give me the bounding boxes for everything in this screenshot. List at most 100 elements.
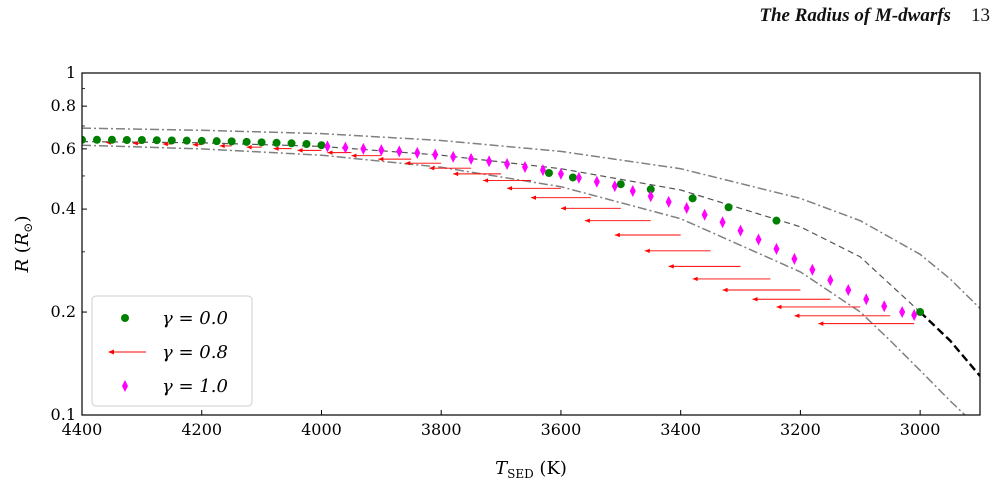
gamma08-arrow-head [794, 313, 800, 319]
gamma0-point [287, 139, 296, 148]
gamma08-arrow-head [818, 321, 824, 326]
gamma0-point [82, 135, 86, 144]
x-tick-label: 3800 [421, 420, 462, 439]
gamma1-point [539, 164, 546, 177]
y-tick-label: 0.2 [51, 302, 76, 321]
gamma0-points [82, 135, 925, 317]
gamma08-arrow-head [453, 171, 459, 177]
gamma08-arrow-head [722, 287, 728, 293]
legend-marker-arrow-head [108, 349, 114, 355]
gamma0-point [646, 185, 655, 194]
model-curve-faint [82, 141, 921, 313]
gamma0-point [197, 136, 206, 145]
gamma1-point [324, 140, 331, 153]
legend-label: γ = 0.8 [162, 342, 228, 363]
gamma1-point [683, 201, 690, 214]
plot-frame [81, 72, 981, 416]
upper-dashdot-curve [82, 127, 980, 309]
gamma08-arrows [105, 140, 915, 326]
x-axis-ticks: 4400 4200 4000 3800 3600 3400 3200 3000 [62, 410, 941, 439]
gamma0-point [688, 194, 697, 203]
gamma08-arrow-head [297, 148, 303, 153]
gamma1-point [863, 293, 870, 306]
legend-marker-circle [121, 314, 129, 322]
gamma0-point [724, 203, 733, 212]
gamma1-point [737, 224, 744, 237]
gamma1-point [611, 180, 618, 193]
x-label-symbol: T [495, 458, 509, 479]
gamma1-point [378, 144, 385, 157]
running-title: The Radius of M-dwarfs [759, 5, 951, 26]
gamma0-point [317, 141, 326, 150]
gamma1-point [450, 150, 457, 163]
gamma1-point [701, 208, 708, 221]
gamma1-point [557, 167, 564, 180]
x-tick-label: 3400 [660, 420, 701, 439]
gamma1-point [911, 309, 918, 322]
y-label-sun: ⊙ [21, 223, 35, 233]
y-label-close: ) [12, 216, 33, 223]
gamma0-point [137, 135, 146, 144]
gamma08-arrow-head [351, 153, 357, 158]
y-tick-label: 1 [66, 63, 76, 82]
gamma0-point [167, 136, 176, 145]
x-label-subscript: SED [507, 467, 534, 481]
gamma1-point [504, 157, 511, 170]
gamma08-arrow-head [692, 276, 698, 282]
page-header: The Radius of M-dwarfs 13 [759, 4, 990, 27]
gamma0-point [916, 308, 925, 317]
gamma08-arrow-head [614, 232, 620, 238]
gamma0-point [568, 173, 577, 182]
gamma1-point [791, 252, 798, 265]
gamma08-arrow-head [507, 186, 513, 191]
gamma0-point [152, 136, 161, 145]
legend-box [91, 295, 253, 407]
y-tick-label: 0.6 [51, 139, 76, 158]
gamma0-point [107, 135, 116, 144]
page-number: 13 [971, 5, 990, 26]
gamma1-point [342, 141, 349, 154]
gamma08-arrow-head [246, 144, 252, 150]
legend-marker-diamond [122, 380, 128, 392]
legend-label: γ = 0.0 [162, 308, 228, 329]
gamma1-point [845, 284, 852, 297]
gamma08-arrow-head [531, 195, 536, 200]
gamma1-point [827, 274, 834, 287]
gamma08-arrow-head [584, 218, 590, 223]
gamma08-arrow-head [776, 304, 782, 310]
gamma1-point [360, 142, 367, 155]
x-tick-label: 3600 [541, 420, 582, 439]
gamma1-point [468, 152, 475, 165]
gamma08-arrow-head [273, 146, 279, 151]
gamma0-point [257, 138, 266, 147]
x-tick-label: 4400 [62, 420, 103, 439]
y-label-open: ( [12, 246, 33, 259]
gamma1-point [809, 263, 816, 276]
gamma1-point [665, 195, 672, 208]
x-tick-label: 3000 [900, 420, 941, 439]
x-label-unit: (K) [534, 458, 567, 479]
gamma1-point [432, 148, 439, 161]
gamma1-point [593, 175, 600, 188]
x-tick-label: 3200 [780, 420, 821, 439]
gamma08-arrow-head [192, 142, 198, 147]
gamma1-point [414, 146, 421, 159]
gamma1-points [324, 140, 918, 322]
legend-label: γ = 1.0 [162, 376, 228, 397]
gamma0-point [92, 135, 101, 144]
gamma1-point [719, 216, 726, 229]
gamma1-point [899, 306, 906, 319]
x-axis-label: TSED (K) [495, 458, 567, 481]
gamma0-point [227, 137, 236, 146]
x-tick-label: 4200 [181, 420, 222, 439]
gamma08-arrow-head [405, 160, 411, 166]
gamma08-arrow-head [429, 165, 435, 171]
lower-dashdot-curve [82, 144, 966, 415]
gamma1-point [773, 242, 780, 255]
gamma08-arrow-head [219, 143, 225, 149]
x-tick-label: 4000 [301, 420, 342, 439]
y-tick-label: 0.4 [51, 199, 76, 218]
y-axis-label: R (R⊙) [12, 216, 35, 274]
gamma08-arrow-head [752, 297, 758, 302]
y-label-symbol: R [12, 259, 33, 274]
